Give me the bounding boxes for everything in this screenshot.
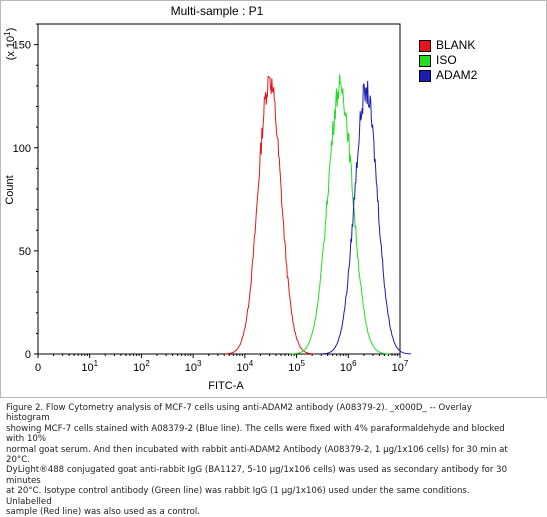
x-tick-label: 102 xyxy=(133,359,150,374)
caption-line: normal goat serum. And then incubated wi… xyxy=(6,444,508,466)
legend-label-iso: ISO xyxy=(436,53,457,67)
series-line-iso xyxy=(290,74,390,355)
x-tick-label: 105 xyxy=(288,359,305,374)
x-axis-label: FITC-A xyxy=(208,380,244,392)
x-tick-label: 104 xyxy=(237,359,254,374)
caption-line: Figure 2. Flow Cytometry analysis of MCF… xyxy=(6,403,472,424)
x-tick-label: 107 xyxy=(392,359,409,374)
chart-title: Multi-sample : P1 xyxy=(171,4,264,18)
legend-swatch-iso xyxy=(419,54,431,67)
y-tick-label: 100 xyxy=(13,143,31,155)
x-tick-label: 103 xyxy=(185,359,202,374)
histogram-chart: Multi-sample : P1 (x 101) Count FITC-A 0… xyxy=(3,4,412,392)
caption-line: at 20°C. Isotype control antibody (Green… xyxy=(6,486,470,507)
legend: BLANK ISO ADAM2 xyxy=(419,38,529,83)
x-tick-label: 106 xyxy=(340,359,357,374)
y-axis-multiplier: (x 101) xyxy=(3,28,17,61)
legend-item-iso: ISO xyxy=(419,53,529,68)
legend-item-blank: BLANK xyxy=(419,38,529,53)
y-axis-label: Count xyxy=(4,175,16,204)
series-line-blank xyxy=(223,75,315,355)
legend-label-adam2: ADAM2 xyxy=(436,68,478,82)
caption-line: showing MCF-7 cells stained with A08379-… xyxy=(6,423,505,445)
plot-frame xyxy=(37,23,401,355)
series-line-adam2 xyxy=(320,80,412,355)
y-tick-label: 0 xyxy=(25,349,31,361)
figure-caption: Figure 2. Flow Cytometry analysis of MCF… xyxy=(6,403,518,517)
legend-label-blank: BLANK xyxy=(436,38,476,52)
figure-frame xyxy=(0,0,547,398)
y-tick-label: 50 xyxy=(19,246,31,258)
x-tick-label: 101 xyxy=(81,359,98,374)
y-tick-label: 150 xyxy=(13,40,31,52)
legend-swatch-adam2 xyxy=(419,69,431,82)
legend-swatch-blank xyxy=(419,39,431,52)
caption-line: DyLight®488 conjugated goat anti-rabbit … xyxy=(6,465,508,486)
plot-area: 0 50 100 150 0 101 102 103 104 105 106 107 xyxy=(13,23,412,374)
caption-line: sample (Red line) was also used as a con… xyxy=(6,507,200,517)
legend-item-adam2: ADAM2 xyxy=(419,68,529,83)
x-tick-label: 0 xyxy=(35,362,41,374)
